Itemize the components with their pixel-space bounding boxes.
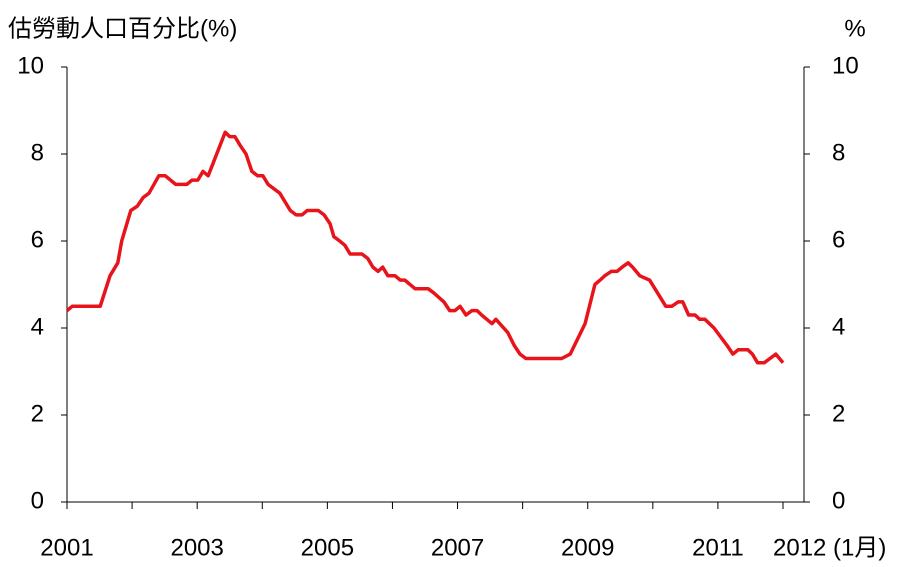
x-tick-label: 2009 [561, 534, 614, 561]
y2-tick-label: 10 [832, 52, 859, 79]
x-tick-label: 2011 [692, 534, 744, 561]
y2-tick-label: 8 [832, 139, 845, 166]
y2-tick-label: 0 [832, 487, 845, 514]
y-tick-label: 4 [31, 313, 44, 340]
y2-tick-label: 4 [832, 313, 845, 340]
x-tick-label: 2005 [301, 534, 354, 561]
y-tick-label: 10 [17, 52, 44, 79]
y2-axis-label: % [844, 15, 865, 42]
y-tick-label: 8 [31, 139, 44, 166]
x-tick-label: 2012 (1月) [773, 534, 886, 561]
x-tick-label: 2007 [431, 534, 484, 561]
y2-tick-label: 2 [832, 400, 845, 427]
x-tick-label: 2003 [170, 534, 223, 561]
x-tick-label: 2001 [40, 534, 93, 561]
y2-tick-label: 6 [832, 226, 845, 253]
y-axis-label: 估勞動人口百分比(%) [8, 15, 237, 42]
line [65, 130, 785, 365]
y-tick-label: 6 [31, 226, 44, 253]
y-tick-label: 0 [31, 487, 44, 514]
y-tick-label: 2 [31, 400, 44, 427]
